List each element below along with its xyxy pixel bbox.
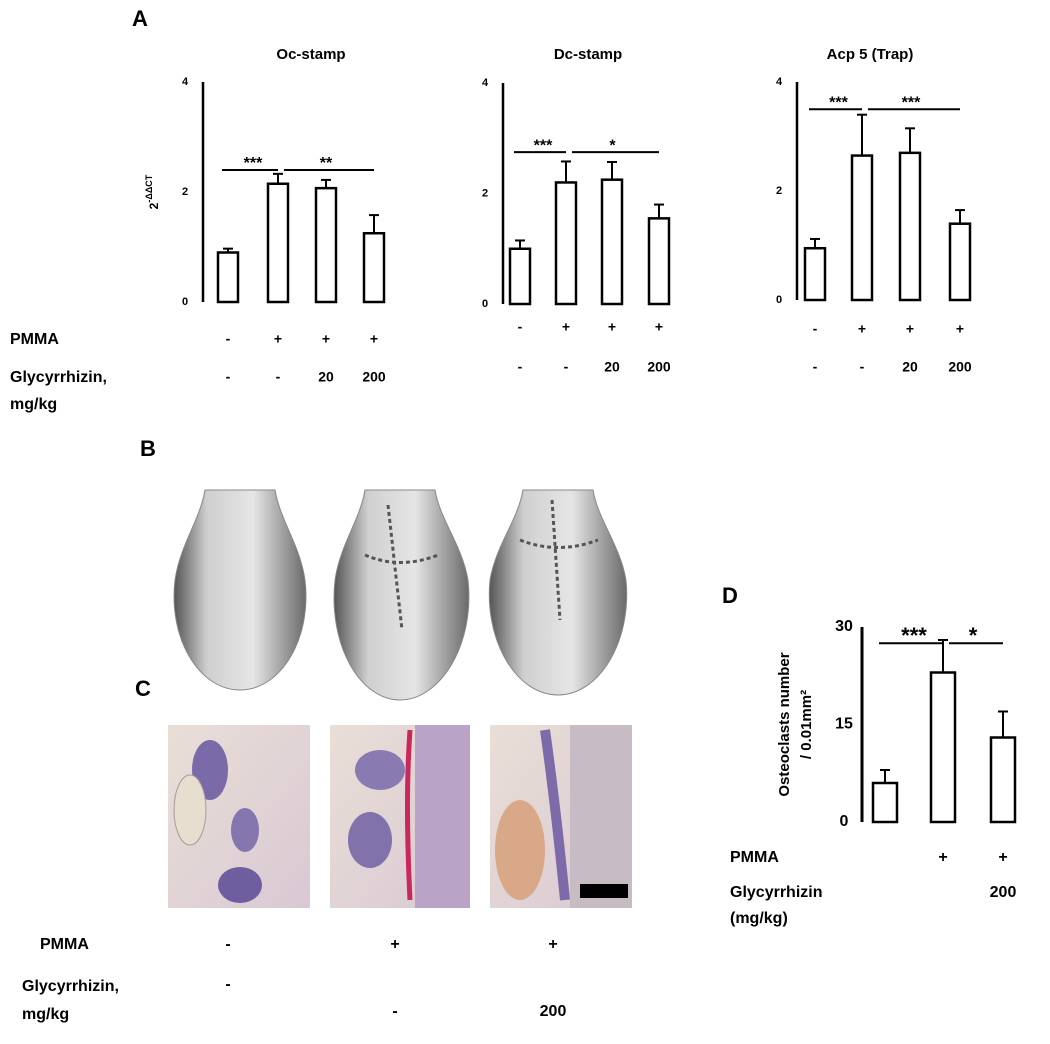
- y-axis-label: 2-ΔΔCT: [144, 174, 161, 209]
- row-label: mg/kg: [10, 396, 57, 413]
- treatment-label: +: [858, 321, 866, 337]
- treatment-label: -: [564, 359, 569, 375]
- treatment-label: 200: [540, 1003, 567, 1020]
- treatment-label: 200: [948, 359, 972, 375]
- chart-title: Oc-stamp: [276, 46, 345, 63]
- treatment-label: +: [906, 321, 914, 337]
- significance-label: ***: [902, 94, 921, 111]
- skull-renders: [173, 489, 628, 701]
- treatment-label: +: [390, 936, 399, 953]
- row-label: (mg/kg): [730, 910, 788, 927]
- bar: [898, 151, 922, 302]
- y-tick-label: 15: [835, 716, 853, 733]
- significance-label: ***: [244, 155, 263, 172]
- panel-letter: B: [140, 436, 156, 461]
- y-tick-label: 0: [182, 296, 188, 308]
- y-tick-label: 2: [776, 185, 782, 197]
- row-label: Glycyrrhizin,: [10, 369, 107, 386]
- y-tick-label: 4: [182, 76, 189, 88]
- y-tick-label: 2: [182, 186, 188, 198]
- row-label: mg/kg: [22, 1006, 69, 1023]
- treatment-label: 20: [318, 369, 334, 385]
- panel-letter: A: [132, 6, 148, 31]
- bar: [362, 232, 386, 304]
- significance-label: ***: [534, 137, 553, 154]
- bar: [850, 154, 874, 302]
- treatment-label: -: [860, 359, 865, 375]
- chart-title: Acp 5 (Trap): [827, 46, 914, 63]
- y-tick-label: 4: [776, 76, 783, 88]
- bar: [600, 178, 624, 306]
- y-label-sup: -ΔΔCT: [144, 174, 154, 202]
- panel-letter: C: [135, 676, 151, 701]
- treatment-label: -: [813, 359, 818, 375]
- y-axis-label: / 0.01mm²: [798, 690, 815, 759]
- treatment-label: -: [226, 369, 231, 385]
- significance-label: *: [969, 623, 978, 648]
- bar: [803, 246, 827, 302]
- chart-title: Dc-stamp: [554, 46, 622, 63]
- bar: [929, 671, 957, 824]
- bar: [989, 736, 1017, 824]
- y-tick-label: 0: [840, 813, 849, 830]
- treatment-label: +: [938, 849, 947, 866]
- significance-label: **: [320, 155, 333, 172]
- treatment-label: +: [655, 319, 663, 335]
- treatment-label: 200: [647, 359, 671, 375]
- treatment-label: -: [225, 976, 230, 993]
- bar: [216, 251, 240, 304]
- significance-label: *: [609, 137, 616, 154]
- row-label: PMMA: [10, 331, 59, 348]
- treatment-label: 20: [902, 359, 918, 375]
- treatment-label: -: [225, 936, 230, 953]
- treatment-label: +: [322, 331, 330, 347]
- treatment-label: +: [562, 319, 570, 335]
- treatment-label: +: [998, 849, 1007, 866]
- significance-label: ***: [901, 623, 927, 648]
- y-tick-label: 30: [835, 618, 853, 635]
- y-tick-label: 0: [776, 294, 782, 306]
- row-label: PMMA: [40, 936, 89, 953]
- treatment-label: 20: [604, 359, 620, 375]
- row-label: Glycyrrhizin: [730, 884, 822, 901]
- y-tick-label: 0: [482, 298, 488, 310]
- treatment-label: +: [608, 319, 616, 335]
- treatment-label: -: [226, 331, 231, 347]
- histology-images: [168, 725, 632, 908]
- bar: [554, 181, 578, 306]
- panel-letter: D: [722, 583, 738, 608]
- treatment-label: -: [518, 319, 523, 335]
- treatment-label: +: [548, 936, 557, 953]
- treatment-label: -: [276, 369, 281, 385]
- bar: [948, 222, 972, 302]
- treatment-label: +: [274, 331, 282, 347]
- treatment-label: +: [370, 331, 378, 347]
- treatment-label: -: [518, 359, 523, 375]
- bar: [647, 217, 671, 306]
- bar: [871, 781, 899, 824]
- bar: [314, 186, 338, 304]
- significance-label: ***: [829, 94, 848, 111]
- y-label-base: 2: [147, 202, 161, 209]
- treatment-label: 200: [990, 884, 1017, 901]
- treatment-label: -: [813, 321, 818, 337]
- treatment-label: 200: [362, 369, 386, 385]
- bar: [266, 182, 290, 304]
- bar: [508, 247, 532, 306]
- y-tick-label: 2: [482, 187, 488, 199]
- y-axis-label: Osteoclasts number: [776, 652, 793, 796]
- row-label: PMMA: [730, 849, 779, 866]
- row-label: Glycyrrhizin,: [22, 978, 119, 995]
- treatment-label: +: [956, 321, 964, 337]
- y-tick-label: 4: [482, 77, 489, 89]
- treatment-label: -: [392, 1003, 397, 1020]
